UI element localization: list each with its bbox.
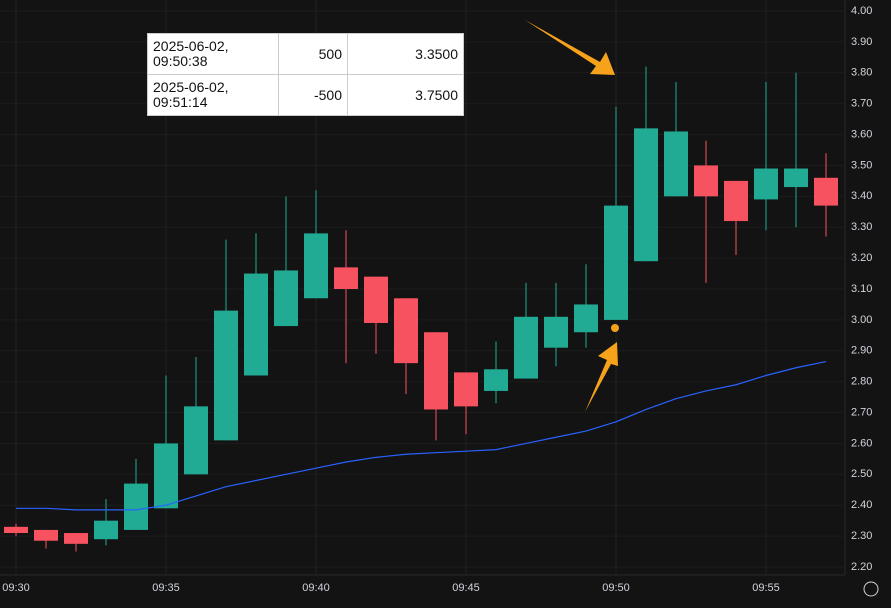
price-axis-bg (845, 0, 891, 603)
arrow (585, 342, 618, 412)
trades-table: 2025-06-02, 09:50:38 500 3.3500 2025-06-02,… (147, 33, 464, 116)
candle-body (154, 443, 178, 509)
candle-body (574, 304, 598, 333)
grid (15, 0, 767, 575)
candle-body (784, 168, 808, 188)
candle-body (244, 273, 268, 376)
y-tick-label: 3.70 (851, 98, 872, 110)
y-tick-label: 2.20 (851, 561, 872, 573)
y-tick-label: 2.60 (851, 437, 872, 449)
candle-body (34, 529, 58, 541)
x-tick-label: 09:55 (752, 582, 780, 594)
x-tick-label: 09:40 (302, 582, 330, 594)
candle-body (4, 526, 28, 534)
candle-body (514, 316, 538, 379)
settings-icon[interactable] (863, 581, 879, 597)
y-tick-label: 2.70 (851, 406, 872, 418)
candle-body (424, 332, 448, 410)
x-tick-label: 09:50 (602, 582, 630, 594)
candle-body (394, 298, 418, 364)
x-tick-label: 09:45 (452, 582, 480, 594)
y-tick-label: 3.10 (851, 283, 872, 295)
trade-cell: 3.3500 (347, 33, 464, 75)
y-tick-label: 3.20 (851, 252, 872, 264)
candle-body (274, 270, 298, 327)
y-tick-label: 3.80 (851, 67, 872, 79)
candle-body (64, 533, 88, 544)
y-tick-label: 2.40 (851, 499, 872, 511)
trade-cell: -500 (278, 74, 348, 116)
candle-body (484, 369, 508, 391)
trade-row: 2025-06-02, 09:50:38 500 3.3500 (147, 33, 464, 75)
candle-body (814, 177, 838, 206)
candle-body (304, 233, 328, 299)
candle-body (664, 131, 688, 197)
y-tick-label: 3.40 (851, 190, 872, 202)
y-tick-label: 4.00 (851, 5, 872, 17)
candle-body (364, 276, 388, 323)
x-tick-label: 09:35 (152, 582, 180, 594)
arrow (525, 20, 615, 75)
trade-cell: 500 (278, 33, 348, 75)
trade-cell: 2025-06-02, 09:50:38 (147, 33, 279, 75)
plot (4, 66, 838, 552)
y-tick-label: 2.50 (851, 468, 872, 480)
y-tick-label: 3.90 (851, 36, 872, 48)
moving-average-line (16, 361, 827, 511)
y-tick-label: 2.80 (851, 376, 872, 388)
candle-body (694, 165, 718, 197)
y-tick-label: 3.60 (851, 128, 872, 140)
candle-body (724, 180, 748, 222)
y-tick-label: 3.00 (851, 314, 872, 326)
candle-body (214, 310, 238, 441)
x-tick-label: 09:30 (2, 582, 30, 594)
candle-body (634, 128, 658, 262)
candle-body (754, 168, 778, 200)
candle-body (454, 372, 478, 407)
candle-body (604, 205, 628, 320)
y-tick-label: 3.50 (851, 159, 872, 171)
candle-body (94, 520, 118, 540)
candle-body (184, 406, 208, 475)
trade-marker (611, 324, 619, 332)
candle-body (124, 483, 148, 530)
candle-body (544, 316, 568, 348)
y-tick-label: 2.90 (851, 345, 872, 357)
trade-row: 2025-06-02, 09:51:14 -500 3.7500 (147, 74, 464, 116)
candle-body (334, 267, 358, 289)
trade-cell: 3.7500 (347, 74, 464, 116)
trade-cell: 2025-06-02, 09:51:14 (147, 74, 279, 116)
y-tick-label: 2.30 (851, 530, 872, 542)
y-tick-label: 3.30 (851, 221, 872, 233)
